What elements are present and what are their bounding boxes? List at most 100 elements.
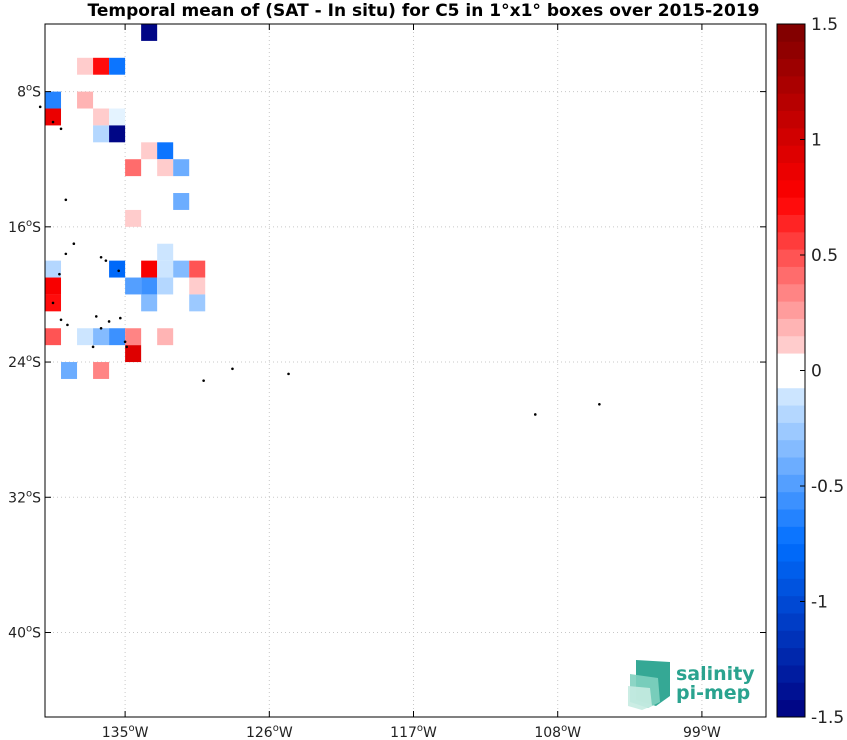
data-cell xyxy=(173,260,190,278)
colorbar-segment xyxy=(777,561,805,579)
colorbar-segment xyxy=(777,353,805,371)
data-cell xyxy=(77,91,94,109)
data-cell xyxy=(173,159,190,177)
data-cells xyxy=(45,24,206,379)
data-cell xyxy=(157,260,174,278)
colorbar-tick-label: 1.5 xyxy=(811,15,838,35)
colorbar-segment xyxy=(777,699,805,718)
data-cell xyxy=(125,277,142,295)
logo-line1: salinity xyxy=(676,663,755,685)
data-cell xyxy=(93,125,110,143)
data-cell xyxy=(109,108,126,126)
island-marker xyxy=(99,326,103,330)
island-marker xyxy=(38,105,42,109)
island-marker xyxy=(123,340,127,344)
data-cell xyxy=(157,277,174,295)
colorbar-tick-label: -1 xyxy=(811,593,828,613)
island-marker xyxy=(94,315,98,318)
island-marker xyxy=(64,252,68,256)
y-tick-label: 24oS xyxy=(8,353,41,371)
colorbar-tick-label: 1 xyxy=(811,131,822,151)
colorbar-segment xyxy=(777,665,805,683)
colorbar-segment xyxy=(777,41,805,60)
y-tick-label: 32oS xyxy=(8,488,41,506)
colorbar-segment xyxy=(777,179,805,198)
data-cell xyxy=(125,209,142,227)
colorbar-segment xyxy=(777,283,805,302)
colorbar-segment xyxy=(777,439,805,458)
colorbar-segment xyxy=(777,405,805,423)
colorbar: 1.5 1 0.5 0 -0.5 -1 -1.5 xyxy=(776,15,844,728)
island-marker xyxy=(58,272,61,276)
data-cell xyxy=(189,294,206,312)
data-cell xyxy=(125,345,142,363)
island-marker xyxy=(533,413,537,416)
data-cell xyxy=(157,243,174,261)
islands xyxy=(38,105,601,416)
island-marker xyxy=(104,259,108,262)
data-cell xyxy=(77,328,94,346)
logo-waves-icon xyxy=(628,660,670,710)
colorbar-segment xyxy=(777,162,805,181)
colorbar-segment xyxy=(777,145,805,163)
island-marker xyxy=(287,372,290,376)
map-frame xyxy=(45,24,766,717)
colorbar-segment xyxy=(777,58,805,77)
island-marker xyxy=(91,345,95,349)
data-cell xyxy=(93,108,110,126)
x-tick-label: 108oW xyxy=(534,723,581,740)
colorbar-segment xyxy=(777,613,805,631)
colorbar-segment xyxy=(777,335,805,354)
colorbar-tick-label: 0.5 xyxy=(811,246,838,266)
colorbar-segment xyxy=(777,457,805,475)
y-axis-ticks: 8oS 16oS 24oS 32oS 40oS xyxy=(8,83,766,641)
island-marker xyxy=(119,316,122,320)
data-cell xyxy=(189,260,206,278)
data-cell xyxy=(141,142,158,160)
y-tick-label: 8oS xyxy=(17,83,41,101)
data-cell xyxy=(45,260,62,278)
data-cell xyxy=(93,362,110,379)
colorbar-tick-label: -1.5 xyxy=(811,708,844,728)
colorbar-segment xyxy=(777,387,805,406)
colorbar-tick-label: -0.5 xyxy=(811,477,844,497)
data-cell xyxy=(109,57,126,75)
island-marker xyxy=(59,318,63,322)
y-tick-label: 16oS xyxy=(8,218,41,236)
data-cell xyxy=(45,91,62,109)
colorbar-segment xyxy=(777,24,805,42)
data-cell xyxy=(189,277,206,295)
data-cell xyxy=(77,57,94,75)
plot-border xyxy=(44,23,767,718)
data-cell xyxy=(157,142,174,160)
colorbar-segment xyxy=(777,197,805,215)
logo: salinity pi-mep xyxy=(628,660,755,710)
colorbar-segment xyxy=(777,214,805,233)
colorbar-segment xyxy=(777,509,805,527)
logo-line2: pi-mep xyxy=(676,682,750,704)
island-marker xyxy=(72,242,76,246)
x-tick-label: 126oW xyxy=(246,723,293,740)
data-cell xyxy=(125,328,142,346)
data-cell xyxy=(141,260,158,278)
data-cell xyxy=(93,57,110,75)
island-marker xyxy=(107,320,111,323)
colorbar-segment xyxy=(777,318,805,337)
island-marker xyxy=(51,120,55,124)
colorbar-segment xyxy=(777,595,805,614)
colorbar-segment xyxy=(777,93,805,112)
data-cell xyxy=(45,328,62,346)
data-cell xyxy=(61,362,78,379)
colorbar-segment xyxy=(777,110,805,129)
colorbar-segment xyxy=(777,370,805,389)
data-cell xyxy=(93,328,110,346)
colorbar-segment xyxy=(777,474,805,493)
island-marker xyxy=(117,269,121,273)
data-cell xyxy=(109,328,126,346)
data-cell xyxy=(157,159,174,177)
colorbar-segment xyxy=(777,630,805,649)
island-marker xyxy=(66,323,69,327)
colorbar-segment xyxy=(777,301,805,319)
colorbar-segment xyxy=(777,266,805,285)
colorbar-segment xyxy=(777,491,805,510)
